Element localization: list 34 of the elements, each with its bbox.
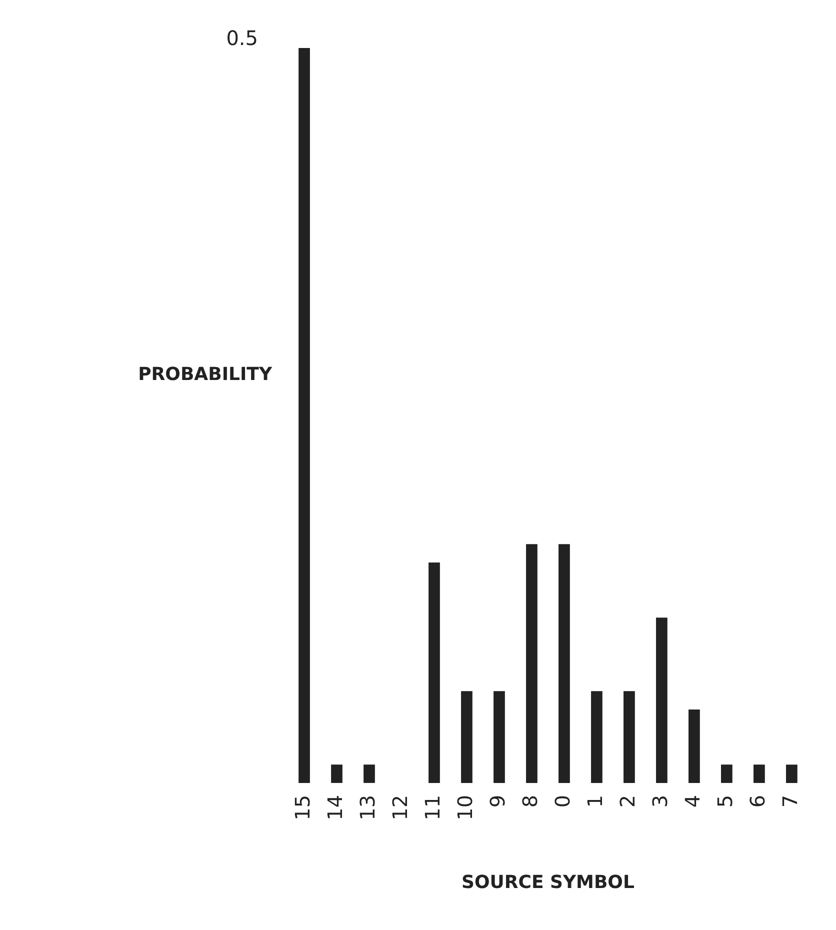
x-tick-label: 8: [518, 794, 542, 808]
x-tick-label: 12: [388, 794, 412, 820]
bar: [461, 691, 472, 783]
x-tick-label: 10: [452, 794, 477, 820]
x-tick-label: 7: [778, 794, 802, 808]
bar: [786, 764, 798, 783]
x-tick-label: 6: [745, 794, 770, 808]
bar: [688, 709, 700, 783]
x-tick-label: 14: [322, 794, 347, 820]
x-tick-label: 5: [712, 794, 737, 808]
x-axis-title: SOURCE SYMBOL: [462, 872, 634, 893]
x-tick-label: 9: [485, 794, 510, 808]
x-tick-label: 2: [615, 794, 640, 808]
bar: [526, 544, 538, 783]
bar: [364, 764, 375, 783]
x-tick-label: 3: [648, 794, 672, 808]
bar: [331, 764, 342, 783]
bar: [721, 764, 732, 783]
bar: [494, 691, 505, 783]
x-tick-label: 15: [290, 794, 314, 820]
x-tick-label: 1: [582, 794, 607, 808]
x-tick-label: 0: [550, 794, 574, 808]
bar: [428, 562, 440, 783]
bar: [656, 618, 668, 783]
x-tick-label: 11: [420, 794, 444, 820]
x-tick-label: 13: [355, 794, 380, 820]
bar: [558, 544, 570, 783]
bar: [591, 691, 602, 783]
text: 0.5: [226, 26, 258, 50]
bar: [754, 764, 765, 783]
bar: [298, 48, 310, 783]
bar: [624, 691, 635, 783]
y-axis-title: PROBABILITY: [138, 364, 273, 386]
x-tick-label: 4: [680, 794, 704, 808]
